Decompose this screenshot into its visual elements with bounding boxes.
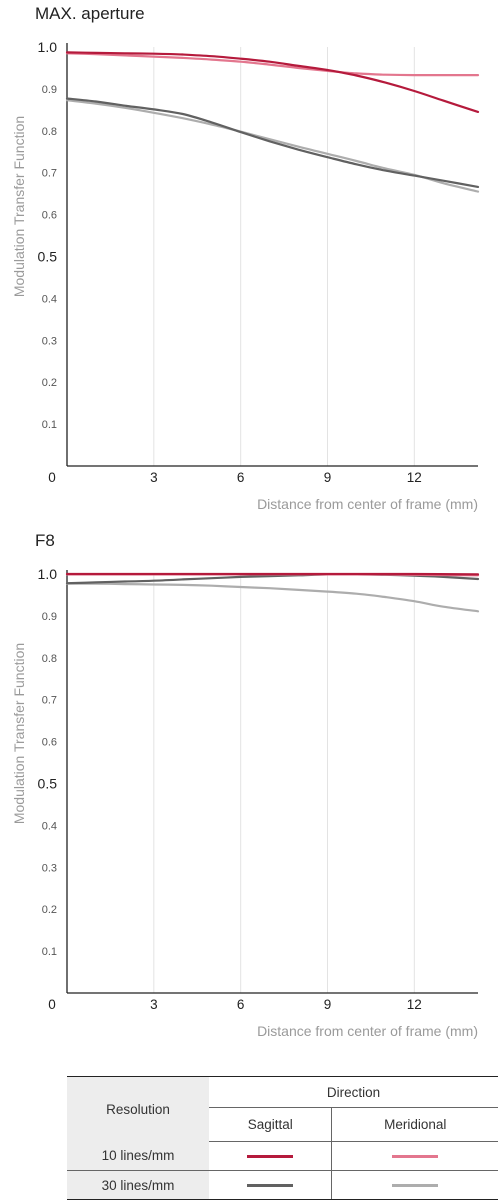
- legend-swatch-meridional-10: [392, 1155, 439, 1159]
- series-line-meridional-30: [65, 99, 480, 193]
- x-axis-label: Distance from center of frame (mm): [257, 1023, 478, 1039]
- mtf-chart-max-aperture: MAX. aperture 1.0 0.9 0.8 0.7 0.6 0.5 0.4 0.3 0.…: [0, 0, 498, 520]
- y-tick-label: 0.7: [42, 695, 57, 707]
- y-tick-label: 0.2: [42, 904, 57, 916]
- legend-sagittal-header: Sagittal: [209, 1107, 333, 1142]
- y-tick-label: 0.9: [42, 84, 57, 96]
- legend-swatch-sagittal-10: [247, 1155, 294, 1159]
- x-tick-label: 3: [150, 997, 158, 1012]
- x-tick-label: 12: [407, 997, 422, 1012]
- legend-table: Resolution Direction Sagittal Meridional…: [67, 1076, 498, 1200]
- x-tick-label: 6: [237, 470, 245, 485]
- x-tick-label: 9: [324, 470, 332, 485]
- legend-swatch-meridional-30: [392, 1184, 439, 1188]
- legend-row-label: 10 lines/mm: [67, 1141, 209, 1171]
- chart-title: MAX. aperture: [35, 4, 145, 23]
- y-tick-label: 0.3: [42, 335, 57, 347]
- chart-canvas: 1.0 0.9 0.8 0.7 0.6 0.5 0.4 0.3 0.2 0.1 0 3 6 9 12 Dist…: [11, 39, 480, 512]
- y-tick-label: 0.9: [42, 611, 57, 623]
- series-line-meridional-10: [65, 52, 480, 77]
- y-axis-label: Modulation Transfer Function: [11, 116, 27, 297]
- series-line-sagittal-30: [65, 97, 480, 188]
- x-tick-label: 12: [407, 470, 422, 485]
- y-tick-label: 0.2: [42, 377, 57, 389]
- y-axis-label: Modulation Transfer Function: [11, 643, 27, 824]
- legend-meridional-header: Meridional: [331, 1107, 498, 1142]
- y-tick-label: 0.8: [42, 126, 57, 138]
- x-tick-label: 0: [48, 470, 56, 485]
- y-tick-label: 1.0: [38, 39, 58, 55]
- legend-swatch-sagittal-30: [247, 1184, 294, 1188]
- y-tick-label: 0.6: [42, 737, 57, 749]
- y-tick-label: 0.3: [42, 862, 57, 874]
- y-tick-label: 0.1: [42, 946, 57, 958]
- y-tick-label: 0.4: [42, 293, 57, 305]
- y-tick-label: 0.6: [42, 210, 57, 222]
- y-tick-label: 0.4: [42, 820, 57, 832]
- y-tick-label: 0.5: [38, 776, 58, 792]
- legend-row-label: 30 lines/mm: [67, 1170, 209, 1200]
- series-line-meridional-30: [65, 582, 480, 613]
- y-tick-label: 0.7: [42, 168, 57, 180]
- x-tick-label: 6: [237, 997, 245, 1012]
- chart-title: F8: [35, 531, 55, 550]
- legend-resolution-header: Resolution: [67, 1076, 209, 1142]
- y-tick-label: 1.0: [38, 566, 58, 582]
- y-tick-label: 0.8: [42, 653, 57, 665]
- x-tick-label: 3: [150, 470, 158, 485]
- y-tick-label: 0.5: [38, 249, 58, 265]
- mtf-chart-f8: F8 1.0 0.9 0.8 0.7 0.6 0.5 0.4 0.3 0.2 0.1 0 3 6 9 12 D…: [0, 527, 498, 1047]
- x-axis-label: Distance from center of frame (mm): [257, 496, 478, 512]
- series-line-sagittal-10: [65, 51, 480, 113]
- legend-direction-header: Direction: [209, 1076, 498, 1108]
- y-tick-label: 0.1: [42, 419, 57, 431]
- chart-canvas: 1.0 0.9 0.8 0.7 0.6 0.5 0.4 0.3 0.2 0.1 0 3 6 9 12 Dist…: [11, 566, 480, 1039]
- x-tick-label: 0: [48, 997, 56, 1012]
- x-tick-label: 9: [324, 997, 332, 1012]
